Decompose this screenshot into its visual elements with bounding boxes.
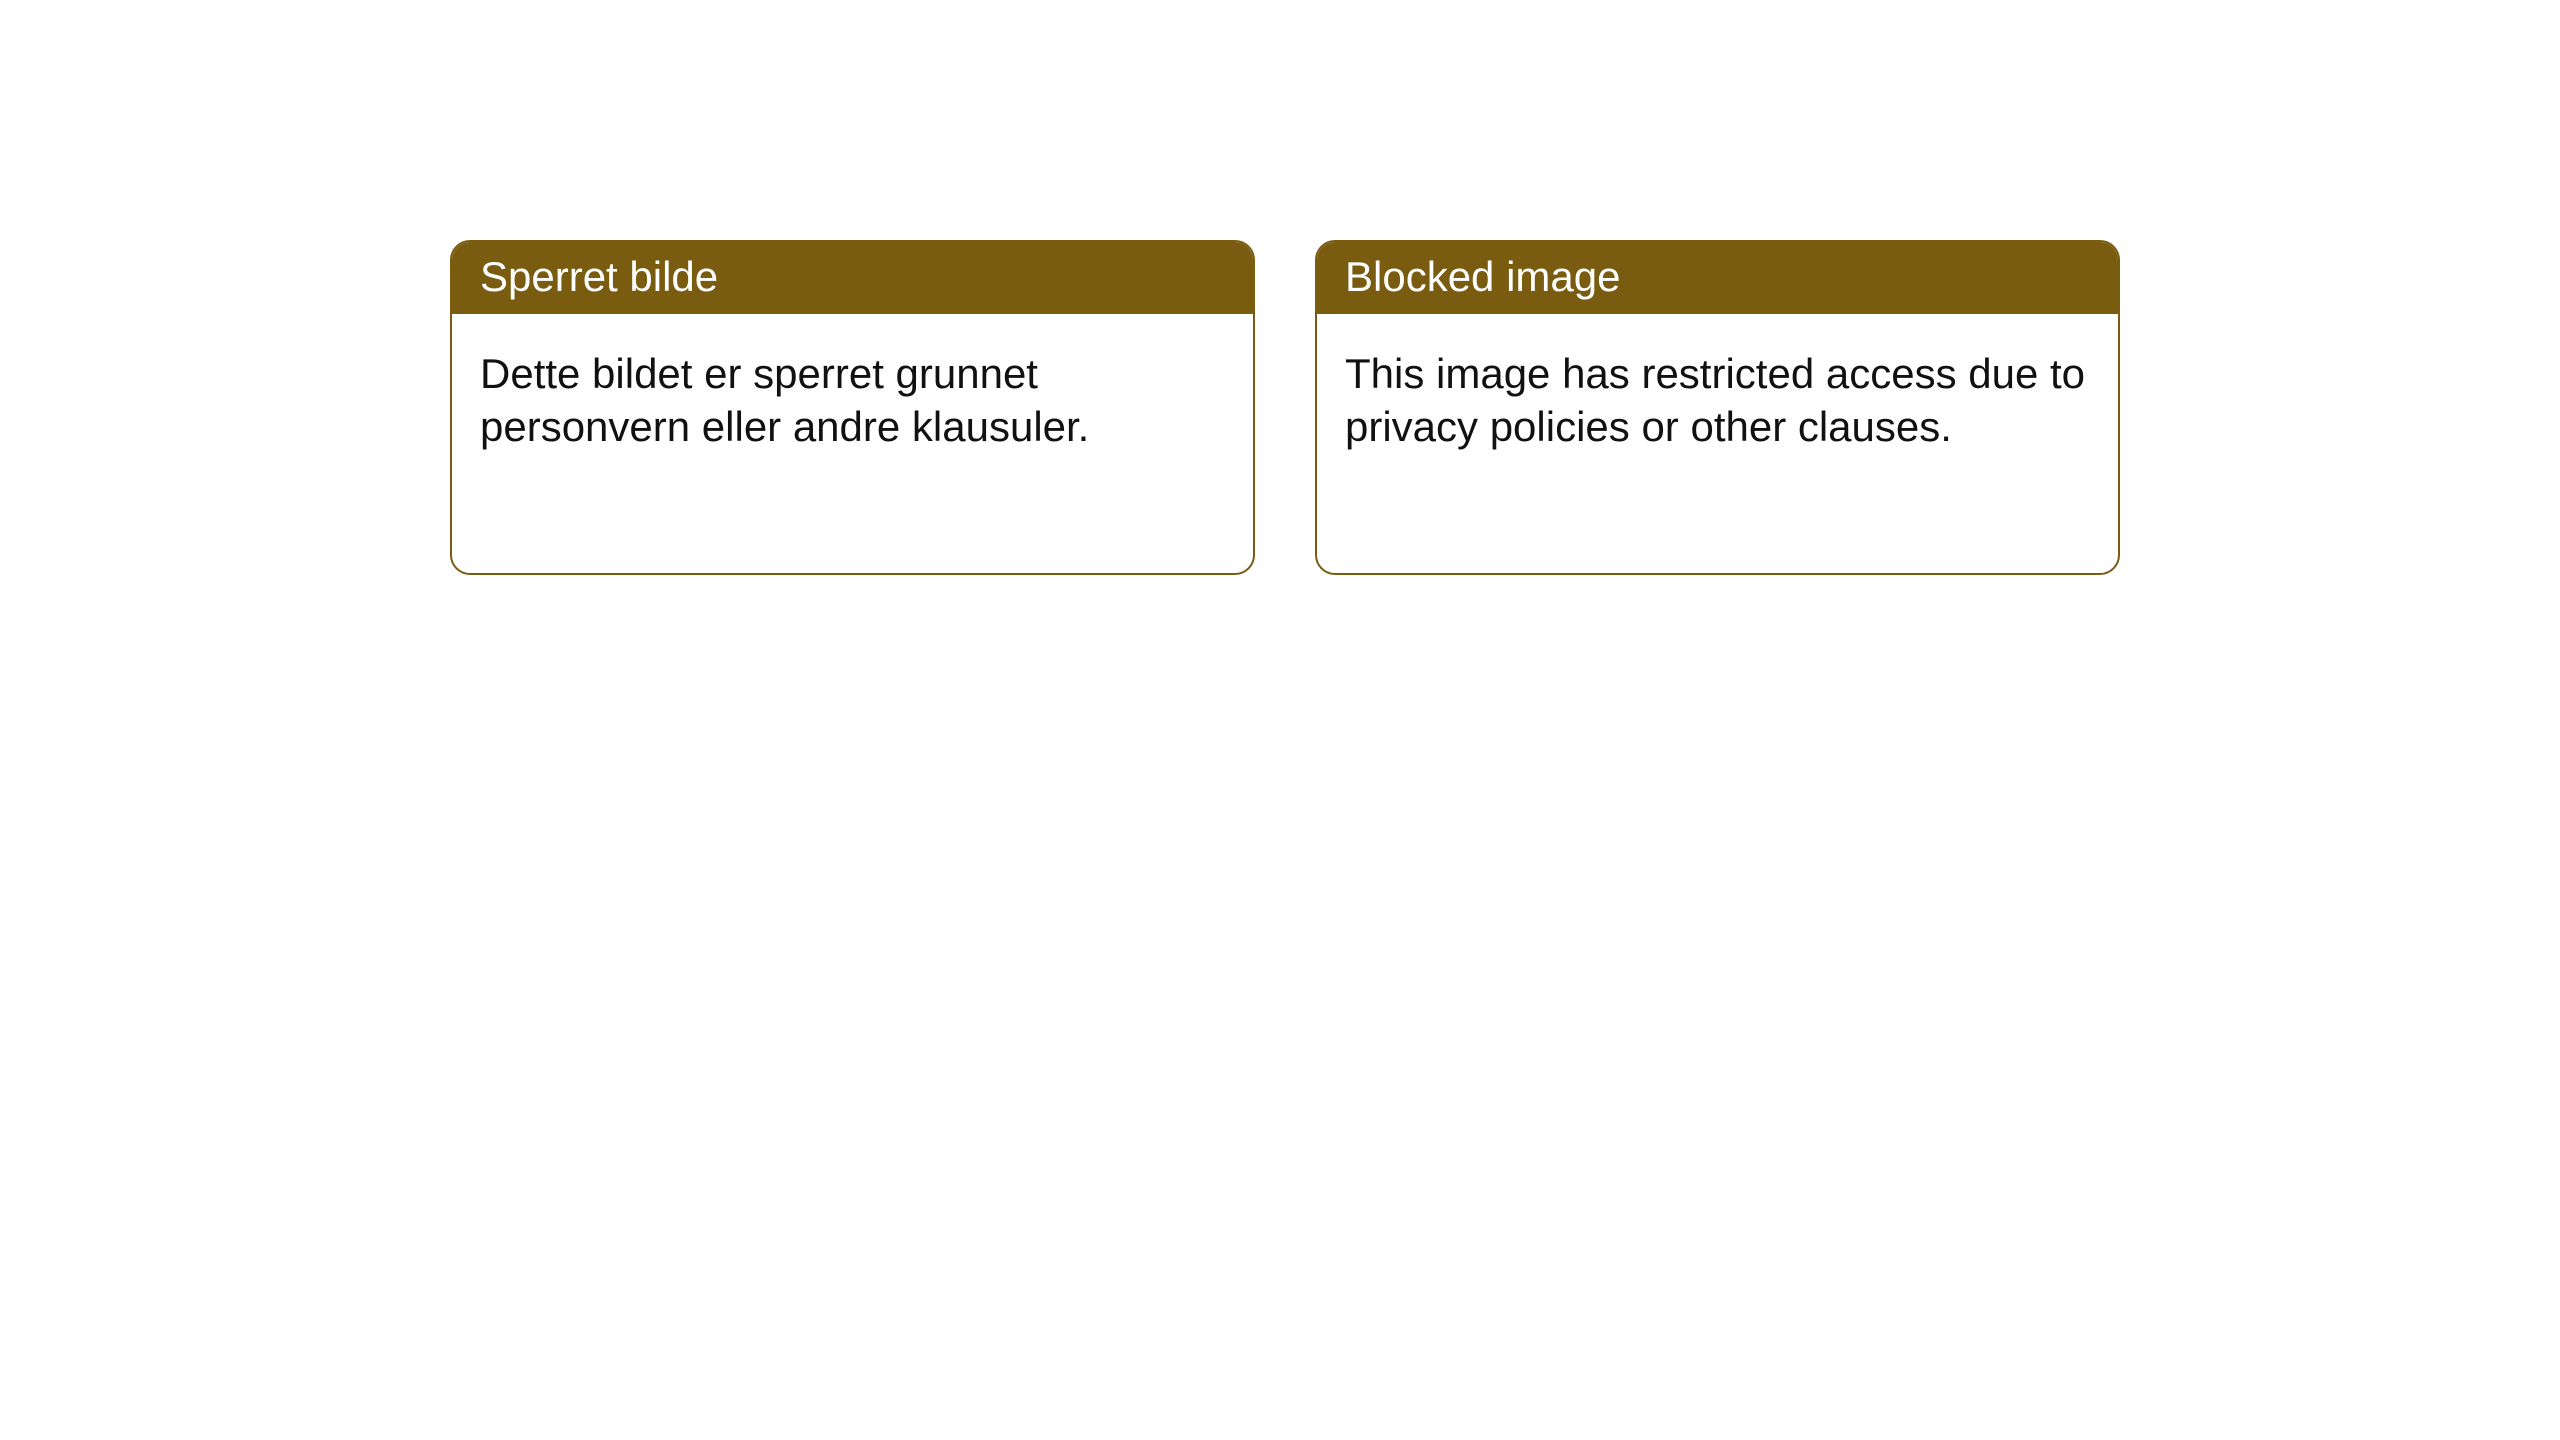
card-body-no: Dette bildet er sperret grunnet personve… [452, 314, 1253, 481]
card-header-no: Sperret bilde [452, 242, 1253, 314]
notice-cards-container: Sperret bilde Dette bildet er sperret gr… [0, 0, 2560, 575]
card-header-en: Blocked image [1317, 242, 2118, 314]
blocked-image-card-en: Blocked image This image has restricted … [1315, 240, 2120, 575]
card-body-en: This image has restricted access due to … [1317, 314, 2118, 481]
blocked-image-card-no: Sperret bilde Dette bildet er sperret gr… [450, 240, 1255, 575]
